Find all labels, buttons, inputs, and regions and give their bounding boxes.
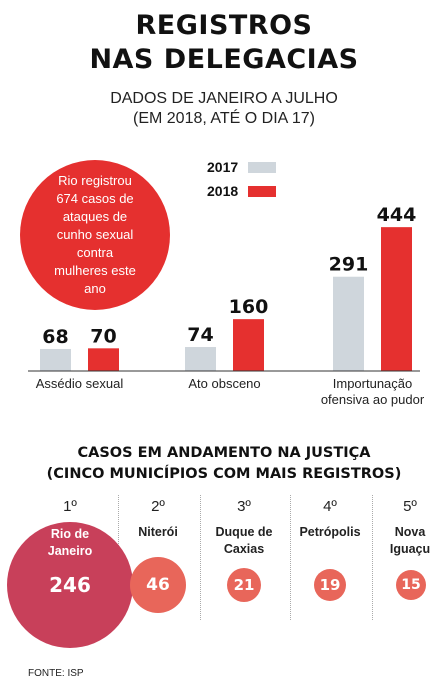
bubble-value-2: 46 [146, 575, 170, 595]
rank-label-2: 2º [151, 498, 165, 515]
subtitle-line-2: (EM 2018, ATÉ O DIA 17) [133, 110, 315, 127]
bubble-value-3: 21 [233, 576, 255, 594]
bubble-value-5: 15 [401, 577, 421, 593]
bubble-value-4: 19 [319, 576, 341, 594]
legend-swatch-2017 [248, 162, 276, 173]
category-label-1: Ato obsceno [188, 376, 260, 391]
rank-label-1: 1º [63, 498, 77, 515]
data-label-2017-0: 68 [42, 326, 68, 348]
legend-swatch-2018 [248, 186, 276, 197]
ranking-divider [200, 495, 201, 620]
data-label-2017-2: 291 [329, 254, 369, 276]
rank-label-5: 5º [403, 498, 417, 515]
city-label-1: Rio de Janeiro [20, 526, 120, 560]
city-label-1-line1: Rio de [50, 527, 90, 541]
title-line-2: NAS DELEGACIAS [89, 44, 359, 75]
data-label-2018-2: 444 [377, 204, 417, 226]
bar-2017-2 [333, 276, 364, 371]
callout-text: Rio registrou 674 casos de ataques de cu… [54, 173, 136, 296]
legend-label-2017: 2017 [207, 159, 239, 175]
city-label-1-line2: Janeiro [47, 544, 93, 558]
city-label-2: Niterói [118, 524, 198, 541]
category-label-0: Assédio sexual [36, 376, 124, 391]
ranking-title-line-2: (CINCO MUNICÍPIOS COM MAIS REGISTROS) [46, 466, 402, 482]
city-label-4: Petrópolis [290, 524, 370, 541]
bar-2018-2 [381, 227, 412, 371]
bubble-2: 46 [130, 557, 186, 613]
source-note: FONTE: ISP [28, 668, 84, 679]
bubble-4: 19 [314, 569, 346, 601]
legend-label-2018: 2018 [207, 183, 239, 199]
rank-label-3: 3º [237, 498, 251, 515]
city-label-3: Duque de Caxias [200, 524, 288, 558]
bubble-value-1: 246 [49, 573, 91, 597]
city-label-2-line1: Niterói [138, 525, 178, 539]
bar-2018-0 [88, 348, 119, 371]
category-label-2-line2: ofensiva ao pudor [321, 392, 425, 407]
title-line-1: REGISTROS [135, 10, 313, 41]
bubble-3: 21 [227, 568, 261, 602]
city-label-5-line2: Iguaçu [389, 542, 431, 556]
city-label-3-line2: Caxias [223, 542, 265, 556]
ranking-title-line-1: CASOS EM ANDAMENTO NA JUSTIÇA [77, 445, 371, 461]
city-label-4-line1: Petrópolis [299, 525, 361, 539]
bar-2017-0 [40, 348, 71, 371]
bar-chart: 68 70 74 160 291 444 Assédio sexual Ato obsceno… [28, 204, 425, 407]
ranking-divider [290, 495, 291, 620]
bubble-1: 246 [7, 522, 133, 648]
data-label-2017-1: 74 [187, 324, 213, 346]
bubble-5: 15 [396, 570, 426, 600]
city-label-5-line1: Nova [394, 525, 426, 539]
city-label-5: Nova Iguaçu [372, 524, 448, 558]
callout-circle: Rio registrou 674 casos de ataques de cu… [20, 160, 170, 310]
subtitle-line-1: DADOS DE JANEIRO A JULHO [110, 90, 338, 107]
rank-label-4: 4º [323, 498, 337, 515]
bar-2017-1 [185, 347, 216, 371]
bar-2018-1 [233, 319, 264, 371]
category-label-2: Importunação [333, 376, 413, 391]
data-label-2018-1: 160 [229, 296, 269, 318]
ranking-divider [372, 495, 373, 620]
data-label-2018-0: 70 [90, 325, 116, 347]
city-label-3-line1: Duque de [215, 525, 273, 539]
